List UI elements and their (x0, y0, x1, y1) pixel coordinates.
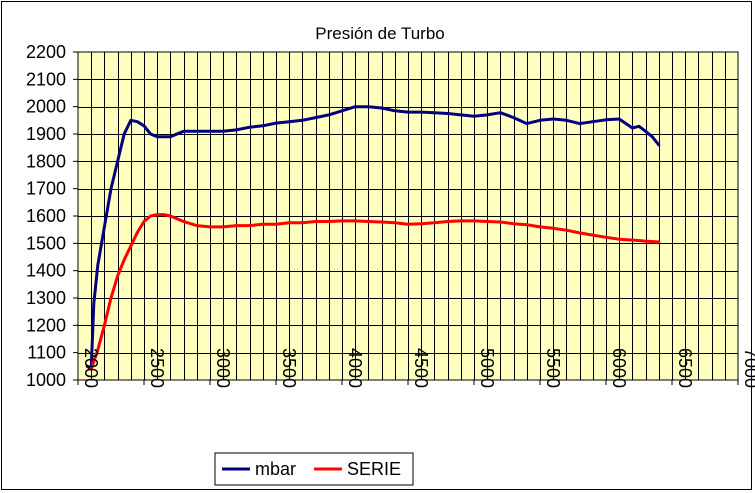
y-tick-label: 1900 (26, 124, 66, 144)
y-tick-label: 1100 (27, 343, 66, 363)
x-tick-label: 3500 (279, 348, 299, 388)
chart-title: Presión de Turbo (315, 24, 444, 43)
y-axis: 1000 1100 1200 1300 1400 1500 1600 1700 1800 1900… (26, 42, 78, 390)
y-tick-label: 2000 (26, 97, 66, 117)
y-tick-label: 2200 (26, 42, 66, 62)
x-tick-label: 5500 (543, 348, 563, 388)
x-tick-label: 2000 (81, 348, 101, 388)
series-line-mbar (85, 105, 661, 371)
x-tick-label: 6500 (675, 348, 695, 388)
y-tick-label: 1000 (26, 370, 66, 390)
y-tick-label: 1600 (26, 206, 66, 226)
y-tick-label: 1700 (26, 179, 66, 199)
y-tick-label: 1500 (26, 233, 66, 253)
series-line-serie (89, 213, 661, 371)
legend-label: mbar (255, 459, 296, 479)
x-tick-label: 2500 (147, 348, 167, 388)
x-tick-label: 4500 (411, 348, 431, 388)
x-tick-label: 5000 (477, 348, 497, 388)
x-tick-label: 7000 (741, 348, 755, 388)
y-tick-label: 1400 (26, 261, 66, 281)
y-tick-label: 1200 (26, 315, 66, 335)
series-layer (85, 105, 661, 371)
legend: mbar SERIE (214, 452, 414, 486)
x-axis: 2000 2500 3000 3500 4000 4500 5000 5500 6000 6500… (77, 348, 755, 388)
y-tick-label: 1300 (26, 288, 66, 308)
x-tick-label: 4000 (345, 348, 365, 388)
legend-label: SERIE (347, 459, 401, 479)
y-tick-label: 1800 (26, 151, 66, 171)
x-tick-label: 6000 (609, 348, 629, 388)
x-tick-label: 3000 (213, 348, 233, 388)
y-tick-label: 2100 (26, 69, 66, 89)
grid-lines (78, 52, 738, 380)
